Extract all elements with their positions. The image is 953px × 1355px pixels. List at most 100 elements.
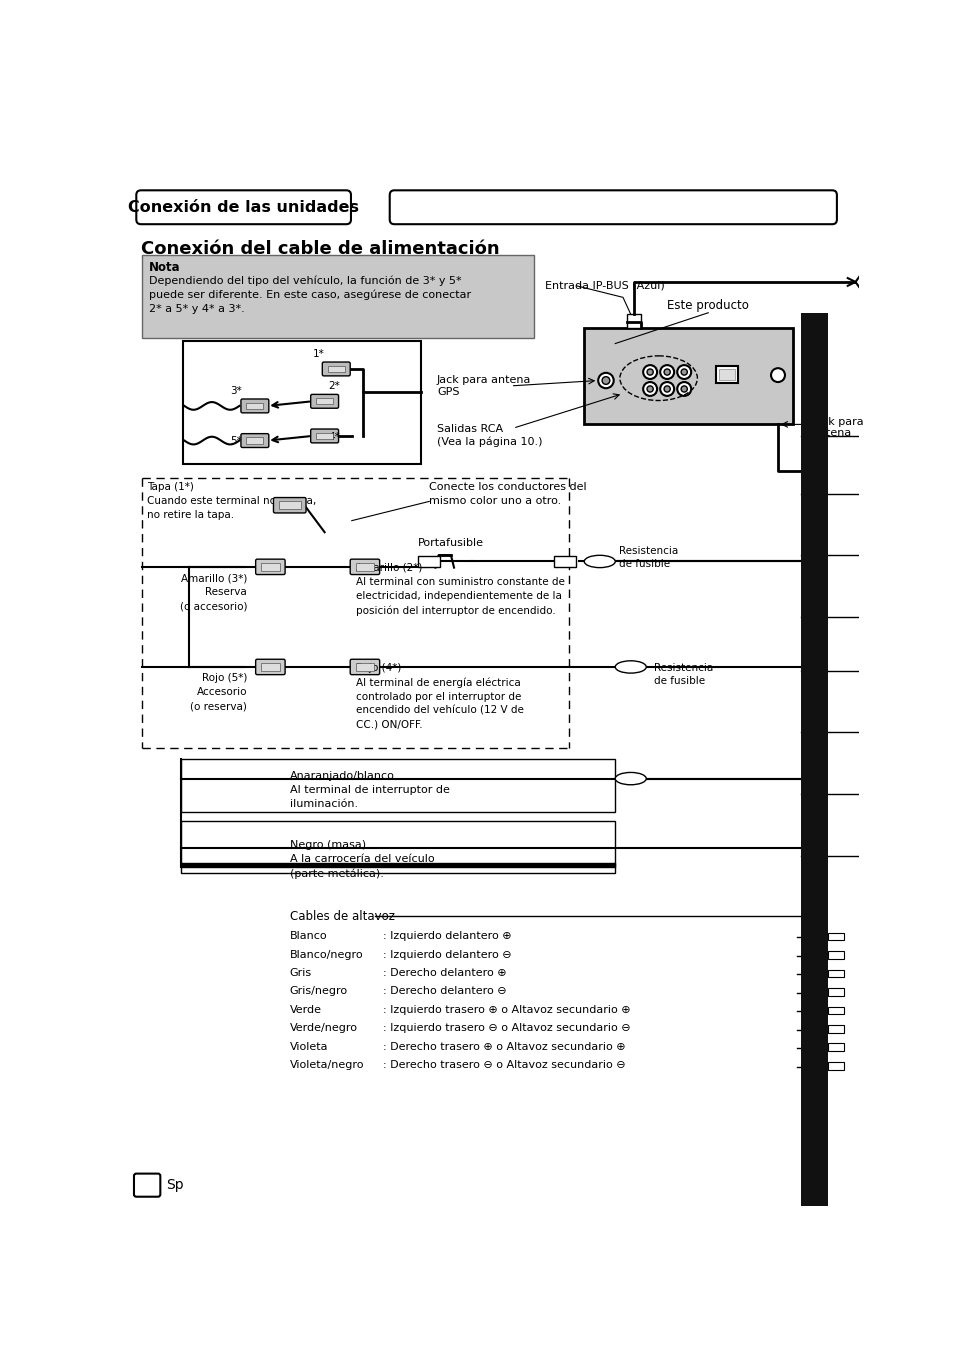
Text: Dependiendo del tipo del vehículo, la función de 3* y 5*
puede ser diferente. En: Dependiendo del tipo del vehículo, la fu…	[149, 275, 471, 314]
Circle shape	[646, 369, 653, 375]
Text: : Derecho trasero ⊕ o Altavoz secundario ⊕: : Derecho trasero ⊕ o Altavoz secundario…	[382, 1042, 625, 1051]
Text: Amarillo (3*)
Reserva
(o accesorio): Amarillo (3*) Reserva (o accesorio)	[179, 573, 247, 611]
Bar	[181, 821, 615, 874]
Text: Tapa (1*)
Cuando este terminal no se usa,
no retire la tapa.: Tapa (1*) Cuando este terminal no se usa…	[147, 482, 316, 520]
Circle shape	[659, 364, 674, 379]
Bar	[626, 314, 640, 328]
FancyBboxPatch shape	[860, 665, 875, 678]
Text: 4*: 4*	[328, 432, 340, 442]
Bar	[719, 369, 734, 379]
Ellipse shape	[615, 772, 645, 785]
Bar	[315, 432, 333, 439]
Circle shape	[642, 364, 657, 379]
Bar	[827, 1062, 843, 1069]
Bar	[827, 951, 843, 959]
Text: Blanco/negro: Blanco/negro	[290, 950, 363, 959]
Bar	[261, 562, 279, 570]
Text: Conecte los conductores del
mismo color uno a otro.: Conecte los conductores del mismo color …	[429, 482, 586, 507]
FancyBboxPatch shape	[860, 726, 875, 738]
Ellipse shape	[615, 661, 645, 673]
FancyBboxPatch shape	[350, 660, 379, 675]
FancyBboxPatch shape	[350, 560, 379, 575]
FancyBboxPatch shape	[133, 1173, 160, 1196]
Text: Este producto: Este producto	[666, 298, 748, 312]
Bar	[418, 556, 439, 566]
Text: 5*: 5*	[230, 436, 241, 446]
Bar	[554, 556, 575, 566]
Text: Verde: Verde	[290, 1005, 321, 1015]
Text: 2*: 2*	[328, 381, 340, 392]
Ellipse shape	[583, 556, 615, 568]
Circle shape	[680, 369, 686, 375]
Circle shape	[680, 386, 686, 392]
Bar	[181, 863, 615, 867]
Bar	[827, 1043, 843, 1051]
Bar	[827, 1024, 843, 1033]
Text: Jack para
antena: Jack para antena	[812, 417, 863, 438]
Text: Cables de altavoz: Cables de altavoz	[290, 909, 395, 923]
FancyBboxPatch shape	[311, 394, 338, 408]
Circle shape	[663, 369, 670, 375]
FancyBboxPatch shape	[136, 190, 351, 224]
Text: Violeta: Violeta	[290, 1042, 328, 1051]
Text: Gris: Gris	[290, 967, 312, 978]
FancyBboxPatch shape	[860, 549, 875, 561]
Bar	[801, 313, 827, 1237]
FancyBboxPatch shape	[390, 190, 836, 224]
Text: : Izquierdo delantero ⊖: : Izquierdo delantero ⊖	[382, 950, 511, 959]
FancyBboxPatch shape	[860, 787, 875, 801]
FancyBboxPatch shape	[860, 488, 875, 500]
Bar	[328, 366, 344, 373]
FancyBboxPatch shape	[241, 398, 269, 413]
Circle shape	[663, 386, 670, 392]
Circle shape	[646, 386, 653, 392]
Bar	[315, 398, 333, 404]
Bar	[355, 562, 374, 570]
Text: Negro (masa)
A la carrocería del veículo
(parte metálica).: Negro (masa) A la carrocería del veículo…	[290, 840, 434, 879]
Text: Salidas RCA
(Vea la página 10.): Salidas RCA (Vea la página 10.)	[436, 424, 542, 447]
Bar	[827, 1007, 843, 1015]
FancyBboxPatch shape	[274, 497, 306, 514]
Circle shape	[659, 382, 674, 396]
Text: Rojo (5*)
Accesorio
(o reserva): Rojo (5*) Accesorio (o reserva)	[190, 673, 247, 711]
Circle shape	[677, 382, 691, 396]
Text: Rojo (4*)
Al terminal de energía eléctrica
controlado por el interruptor de
ence: Rojo (4*) Al terminal de energía eléctri…	[355, 663, 523, 730]
Text: : Derecho trasero ⊖ o Altavoz secundario ⊖: : Derecho trasero ⊖ o Altavoz secundario…	[382, 1061, 625, 1070]
Text: Resistencia
de fusible: Resistencia de fusible	[654, 663, 713, 686]
Bar	[583, 328, 793, 424]
Bar	[278, 501, 300, 509]
Text: : Derecho delantero ⊕: : Derecho delantero ⊕	[382, 967, 506, 978]
Text: : Izquierdo delantero ⊕: : Izquierdo delantero ⊕	[382, 931, 511, 942]
Text: Conexión del cable de alimentación: Conexión del cable de alimentación	[141, 240, 499, 257]
Text: 8: 8	[142, 1177, 152, 1192]
Bar	[827, 970, 843, 977]
Bar	[827, 988, 843, 996]
FancyBboxPatch shape	[860, 850, 875, 862]
Text: Nota: Nota	[149, 262, 180, 274]
FancyBboxPatch shape	[311, 430, 338, 443]
Text: Resistencia
de fusible: Resistencia de fusible	[618, 546, 678, 569]
Circle shape	[601, 377, 609, 385]
FancyBboxPatch shape	[322, 362, 350, 375]
Bar	[183, 341, 421, 465]
Circle shape	[677, 364, 691, 379]
Bar	[261, 663, 279, 671]
Circle shape	[770, 369, 784, 382]
FancyBboxPatch shape	[860, 430, 875, 442]
FancyBboxPatch shape	[241, 434, 269, 447]
Text: Entrada IP-BUS (Azul): Entrada IP-BUS (Azul)	[545, 280, 664, 291]
Text: : Izquierdo trasero ⊖ o Altavoz secundario ⊖: : Izquierdo trasero ⊖ o Altavoz secundar…	[382, 1023, 630, 1034]
Bar	[181, 759, 615, 812]
Text: Jack para antena
GPS: Jack para antena GPS	[436, 375, 531, 397]
Circle shape	[598, 373, 613, 389]
Bar	[246, 402, 263, 409]
Text: 3*: 3*	[230, 386, 241, 396]
Bar	[827, 932, 843, 940]
FancyBboxPatch shape	[716, 366, 737, 383]
Text: Verde/negro: Verde/negro	[290, 1023, 357, 1034]
Bar	[142, 255, 534, 339]
FancyBboxPatch shape	[860, 611, 875, 623]
Text: : Derecho delantero ⊖: : Derecho delantero ⊖	[382, 986, 506, 996]
Text: Sp: Sp	[166, 1177, 183, 1192]
Bar	[355, 663, 374, 671]
